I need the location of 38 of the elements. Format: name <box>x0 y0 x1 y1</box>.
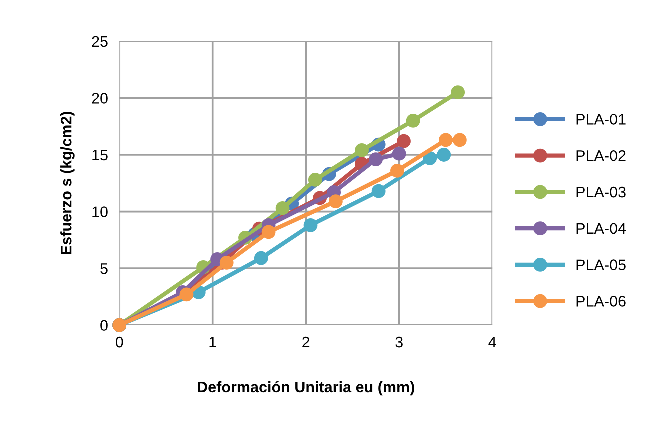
legend-label: PLA-02 <box>576 150 626 162</box>
x-tick-label: 1 <box>210 337 216 348</box>
point <box>437 148 452 162</box>
point <box>397 134 411 148</box>
point <box>355 144 369 158</box>
y-tick-label: 15 <box>92 150 108 161</box>
y-tick-label: 10 <box>92 206 108 218</box>
point <box>406 114 420 128</box>
point <box>369 152 383 166</box>
point <box>423 151 438 166</box>
legend-label: PLA-04 <box>576 223 626 234</box>
y-tick-label: 25 <box>92 36 108 48</box>
x-tick-label: 4 <box>488 337 496 348</box>
point <box>439 133 453 148</box>
y-tick-label: 5 <box>100 264 108 274</box>
x-tick-label: 2 <box>302 336 310 348</box>
point <box>451 86 466 100</box>
legend-label: PLA-06 <box>576 296 626 307</box>
point <box>276 201 290 216</box>
point <box>304 218 318 232</box>
y-axis-title: Esfuerzo s (kg/cm2) <box>60 112 75 255</box>
x-tick-label: 0 <box>116 336 124 348</box>
x-tick-label: 3 <box>396 336 403 348</box>
point <box>308 173 322 187</box>
legend-label: PLA-03 <box>576 186 626 198</box>
point <box>220 256 234 270</box>
y-tick-label: 20 <box>92 93 108 104</box>
point <box>372 184 386 198</box>
point <box>328 194 343 209</box>
y-tick-label: 0 <box>100 320 108 332</box>
point <box>452 133 467 148</box>
legend-label: PLA-05 <box>576 260 626 270</box>
x-axis-title: Deformación Unitaria eu (mm) <box>198 381 414 396</box>
point <box>390 164 404 178</box>
legend-label: PLA-01 <box>576 114 626 125</box>
point <box>254 251 268 266</box>
point <box>392 146 406 161</box>
point <box>262 225 276 240</box>
